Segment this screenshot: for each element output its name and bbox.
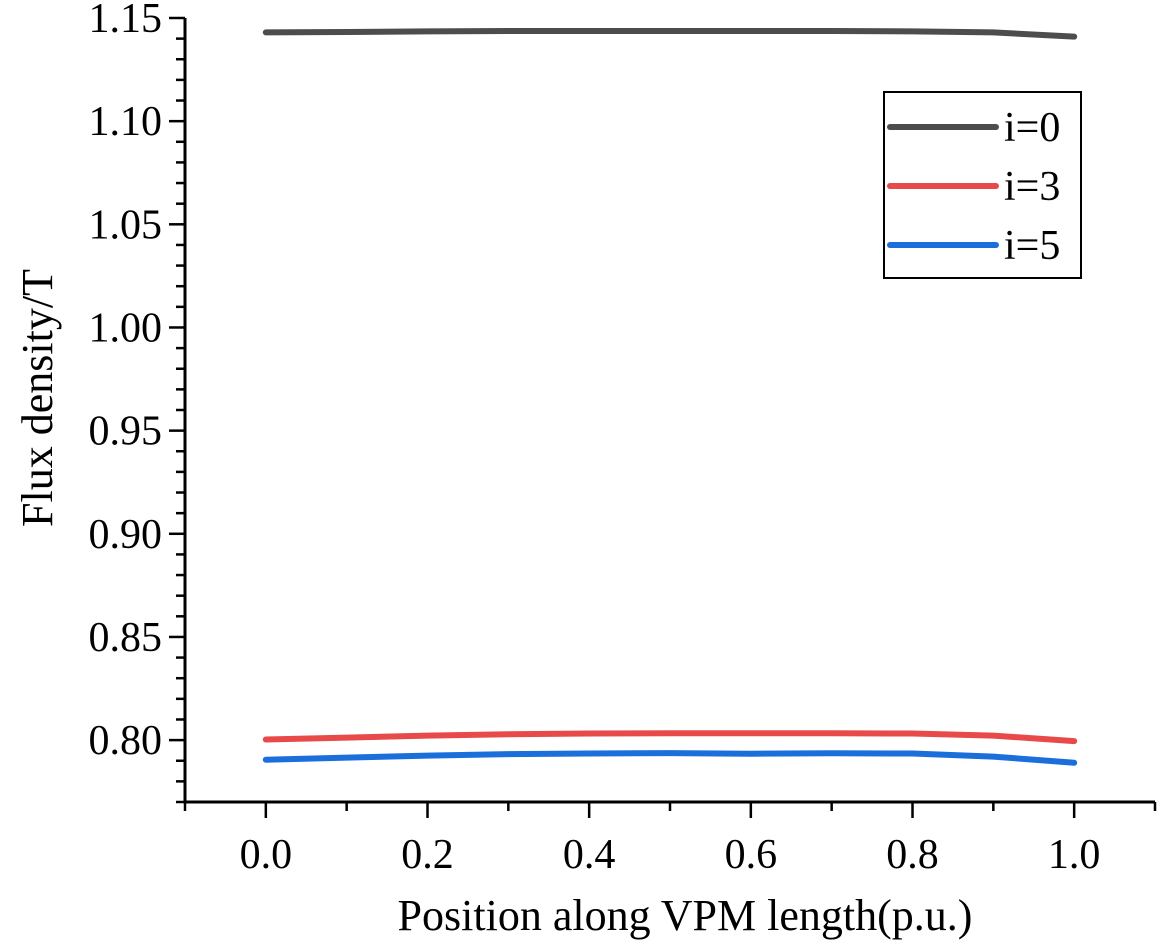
x-axis-ticks: 0.0 0.2 0.4 0.6 0.8 1.0 (183, 802, 1157, 878)
legend-label: i=3 (1004, 164, 1060, 210)
series-line-i3 (262, 730, 1078, 745)
x-tick-label: 0.6 (725, 832, 778, 878)
y-tick-label: 0.95 (89, 409, 163, 455)
x-axis-title: Position along VPM length(p.u.) (398, 891, 973, 940)
y-tick-label: 0.80 (89, 718, 163, 764)
y-tick-label: 1.00 (89, 305, 163, 351)
series-line-i5 (262, 750, 1078, 766)
y-tick-label: 1.05 (89, 202, 163, 248)
legend-label: i=0 (1004, 105, 1060, 151)
legend-label: i=5 (1004, 223, 1060, 269)
y-axis-title: Flux density/T (13, 269, 62, 527)
legend: i=0 i=3 i=5 (883, 91, 1082, 279)
y-tick-label: 0.85 (89, 615, 163, 661)
x-tick-label: 0.4 (563, 832, 616, 878)
series-line-i0 (262, 28, 1078, 40)
y-tick-label: 1.10 (89, 99, 163, 145)
series-lines (262, 28, 1078, 766)
y-tick-label: 1.15 (89, 0, 163, 42)
x-tick-label: 1.0 (1048, 832, 1101, 878)
y-tick-label: 0.90 (89, 512, 163, 558)
x-tick-label: 0.2 (401, 832, 454, 878)
x-tick-label: 0.8 (886, 832, 939, 878)
y-axis-ticks: 0.80 0.85 0.90 0.95 1.00 1.05 1.10 1.15 (89, 0, 185, 804)
x-tick-label: 0.0 (240, 832, 293, 878)
